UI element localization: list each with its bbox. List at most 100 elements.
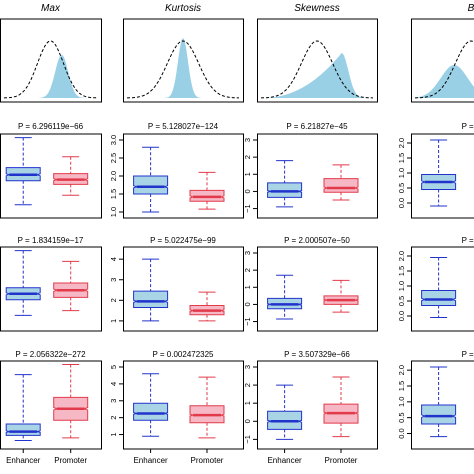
y-tick-label: 4 [109, 257, 118, 261]
enhancer-box [133, 258, 169, 322]
column-title: Kurtosis [165, 3, 201, 14]
density-panel [0, 18, 102, 103]
box-body [5, 423, 41, 436]
boxplot-panel: 1.0 1.5 2.0 2.5 3.0 P = 5.128027e−124 [109, 122, 244, 219]
y-tick-label: 3 [109, 278, 118, 282]
y-tick-label: 0.0 [397, 428, 406, 438]
y-tick-label: 1.5 [397, 266, 406, 276]
p-value-label: P = 6.296119e−66 [18, 122, 84, 131]
box-body [421, 290, 457, 306]
y-tick-label: 0.5 [397, 412, 406, 422]
p-value-label: P = 5.128027e−124 [148, 122, 219, 131]
y-tick-label: 1 [243, 285, 252, 289]
y-tick-label: 2.0 [397, 138, 406, 148]
panel-frame [257, 246, 378, 332]
y-tick-label: 1.0 [397, 168, 406, 178]
y-tick-label: 0.0 [397, 311, 406, 321]
enhancer-box [421, 139, 457, 207]
enhancer-box [5, 250, 41, 316]
category-label: Promoter [191, 456, 224, 465]
category-label: Enhancer [267, 456, 302, 465]
boxplot-panel: P = 6.296119e−66 [0, 122, 102, 219]
p-value-label: P = 4 [462, 350, 474, 359]
p-value-label: P = 1.834159e−17 [18, 236, 84, 245]
category-label: Enhancer [6, 456, 41, 465]
boxplot-panel: 0.0 0.5 1.0 1.5 2.0 P = 2 [397, 236, 474, 332]
y-tick-label: 2 [243, 383, 252, 387]
y-tick-label: 2.5 [109, 153, 118, 163]
boxplot-panel: −1 0 1 2 3 P = 6.21827e−45 [243, 122, 378, 219]
promoter-box [53, 363, 89, 439]
density-panel [411, 18, 474, 103]
boxplot-panel: 0.0 0.5 1.0 1.5 2.0 P = 2 [397, 122, 474, 219]
enhancer-box [421, 257, 457, 318]
enhancer-box [267, 160, 303, 208]
boxplot-panel: 1 2 3 4 5 P = 0.002472325 [109, 350, 244, 450]
promoter-box [323, 164, 359, 201]
enhancer-box [5, 374, 41, 441]
box-body [133, 402, 169, 421]
y-tick-label: 1 [109, 432, 118, 436]
normal-reference-curve [4, 40, 97, 99]
boxplot-panel: P = 1.834159e−17 [0, 236, 102, 332]
column-title: Max [41, 3, 61, 14]
boxplot-panel: 0.0 0.5 1.0 1.5 2.0 P = 4 [397, 350, 474, 450]
y-tick-label: 3 [243, 365, 252, 369]
y-tick-label: 1.5 [397, 153, 406, 163]
p-value-label: P = 2.056322e−272 [15, 350, 86, 359]
promoter-box [323, 279, 359, 313]
y-tick-label: 0.0 [397, 198, 406, 208]
y-tick-label: 0 [243, 189, 252, 193]
density-fill [415, 65, 474, 98]
enhancer-box [133, 146, 169, 213]
panel-frame [257, 133, 378, 219]
category-label: Enhancer [133, 456, 168, 465]
boxplot-panel: −1 0 1 2 3 P = 2.000507e−50 [243, 236, 378, 332]
y-tick-label: 3.0 [109, 135, 118, 145]
y-tick-label: 2 [109, 298, 118, 302]
y-tick-label: 4 [109, 382, 118, 386]
y-tick-label: 0.5 [397, 296, 406, 306]
panel-frame [257, 360, 378, 450]
y-tick-label: 2.0 [397, 251, 406, 261]
p-value-label: P = 0.002472325 [152, 350, 214, 359]
promoter-box [189, 171, 225, 210]
enhancer-box [5, 137, 41, 206]
boxplot-panel: −1 0 1 2 3 P = 3.507329e−66 [243, 350, 378, 450]
box-body [421, 404, 457, 425]
y-tick-label: 1.0 [109, 207, 118, 217]
y-tick-label: −1 [243, 435, 252, 444]
y-tick-label: 2 [109, 416, 118, 420]
panel-frame [123, 246, 244, 332]
density-fill [127, 38, 239, 98]
y-tick-label: 0 [243, 302, 252, 306]
panel-frame [411, 246, 474, 332]
y-tick-label: 3 [243, 138, 252, 142]
column-title: B [468, 3, 474, 14]
category-label: Promoter [325, 456, 358, 465]
y-tick-label: 1.5 [397, 381, 406, 391]
promoter-box [323, 376, 359, 438]
box-body [133, 290, 169, 308]
y-tick-label: 1.0 [397, 397, 406, 407]
y-tick-label: 1.0 [397, 281, 406, 291]
y-tick-label: 0 [243, 419, 252, 423]
enhancer-box [133, 373, 169, 437]
normal-reference-curve [261, 40, 373, 99]
density-panel [123, 18, 244, 103]
y-tick-label: 3 [243, 251, 252, 255]
y-tick-label: 2 [243, 268, 252, 272]
y-tick-label: 3 [109, 399, 118, 403]
p-value-label: P = 6.21827e−45 [286, 122, 348, 131]
p-value-label: P = 3.507329e−66 [284, 350, 350, 359]
enhancer-box [267, 274, 303, 320]
promoter-box [53, 156, 89, 196]
boxplot-panel: P = 2.056322e−272 [0, 350, 102, 450]
p-value-label: P = 2 [462, 122, 474, 131]
promoter-box [53, 260, 89, 312]
promoter-box [189, 376, 225, 439]
p-value-label: P = 5.022475e−99 [150, 236, 216, 245]
p-value-label: P = 2.000507e−50 [284, 236, 350, 245]
density-fill [4, 54, 97, 98]
